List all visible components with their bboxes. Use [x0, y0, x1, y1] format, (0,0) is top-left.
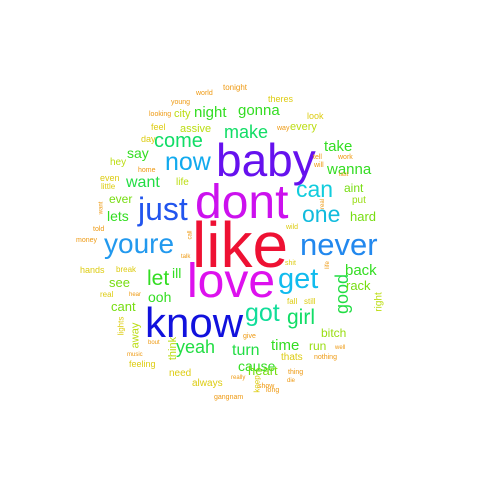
word-well: well	[335, 345, 346, 351]
word-look: look	[307, 111, 324, 121]
word-home: home	[138, 167, 156, 174]
word-think: think	[167, 336, 180, 361]
word-way: way	[277, 125, 290, 132]
word-want-2: want	[98, 201, 105, 215]
word-lights: lights	[116, 316, 126, 336]
word-tell: tell	[313, 154, 322, 161]
word-break: break	[116, 265, 137, 274]
word-right: right	[373, 292, 385, 312]
word-can: can	[296, 176, 334, 202]
word-ever: ever	[109, 192, 133, 206]
word-aint: aint	[344, 181, 364, 195]
word-young: young	[171, 99, 191, 106]
word-hey: hey	[110, 157, 127, 168]
word-last: last	[339, 172, 349, 178]
word-dont: dont	[195, 176, 289, 229]
word-will: will	[314, 162, 324, 169]
word-die: die	[287, 378, 296, 384]
word-back: back	[345, 262, 377, 279]
word-rack: rack	[346, 278, 371, 293]
word-world: world	[196, 90, 213, 97]
word-got: got	[245, 299, 280, 327]
word-now: now	[165, 148, 211, 176]
word-long: long	[266, 387, 280, 394]
word-money: money	[76, 237, 98, 244]
word-day: day	[141, 134, 156, 144]
word-give: give	[243, 333, 256, 340]
word-away: away	[129, 322, 142, 349]
word-life-2: life	[324, 261, 331, 269]
word-say: say	[127, 145, 149, 161]
word-time: time	[271, 337, 300, 354]
word-ooh: ooh	[148, 289, 172, 305]
word-fall: fall	[287, 297, 298, 306]
word-cant: cant	[111, 299, 136, 314]
word-call: call	[187, 230, 194, 240]
word-just: just	[138, 191, 188, 227]
word-bitch: bitch	[321, 326, 347, 340]
word-music: music	[127, 352, 143, 358]
word-still: still	[304, 297, 316, 306]
word-every: every	[290, 121, 317, 133]
word-always: always	[192, 378, 223, 389]
word-theres: theres	[268, 94, 294, 104]
word-never: never	[300, 227, 378, 262]
word-looking: looking	[149, 111, 172, 118]
word-assive: assive	[180, 123, 212, 135]
word-shit: shit	[285, 260, 296, 267]
word-wild: wild	[286, 224, 299, 231]
word-get: get	[278, 263, 319, 295]
word-gangnam: gangnam	[214, 394, 244, 401]
word-bout: bout	[148, 340, 160, 346]
word-life: life	[176, 177, 189, 188]
word-ill: ill	[172, 265, 182, 281]
word-hear: hear	[129, 292, 142, 298]
word-gonna: gonna	[238, 102, 280, 119]
word-turn: turn	[232, 342, 260, 359]
word-youre: youre	[104, 228, 175, 259]
word-tonight: tonight	[223, 83, 248, 92]
word-feeling: feeling	[129, 359, 156, 369]
word-really: really	[231, 375, 246, 381]
word-like: like	[192, 209, 289, 281]
word-talk: talk	[181, 254, 191, 260]
word-thats: thats	[281, 352, 303, 363]
word-know: know	[145, 299, 244, 346]
word-show: show	[258, 383, 275, 390]
word-come: come	[154, 130, 203, 152]
word-love: love	[187, 255, 276, 308]
word-girl: girl	[287, 306, 316, 329]
word-heart: heart	[248, 363, 278, 378]
word-yeah: yeah	[176, 337, 216, 357]
word-wanna: wanna	[327, 161, 372, 178]
word-put: put	[352, 195, 366, 206]
word-city: city	[174, 108, 191, 120]
word-told: told	[93, 226, 105, 233]
word-real-2: real	[320, 198, 327, 210]
word-real: real	[100, 290, 114, 299]
word-take: take	[324, 138, 353, 155]
word-cause: cause	[238, 358, 276, 374]
word-hard: hard	[350, 209, 377, 224]
word-need: need	[169, 368, 192, 379]
word-lets: lets	[107, 208, 129, 224]
word-thing: thing	[288, 369, 304, 376]
word-hands: hands	[80, 265, 105, 275]
word-baby: baby	[216, 134, 316, 186]
word-see: see	[109, 275, 130, 290]
word-night: night	[194, 104, 227, 121]
word-one: one	[302, 201, 341, 227]
word-let: let	[147, 267, 170, 290]
word-feel: feel	[151, 122, 166, 132]
word-nothing: nothing	[314, 354, 337, 361]
word-want: want	[126, 174, 160, 191]
word-little: little	[101, 182, 116, 191]
word-work: work	[338, 154, 353, 161]
word-make: make	[224, 122, 269, 142]
word-even: even	[100, 173, 120, 183]
word-run: run	[309, 339, 327, 353]
